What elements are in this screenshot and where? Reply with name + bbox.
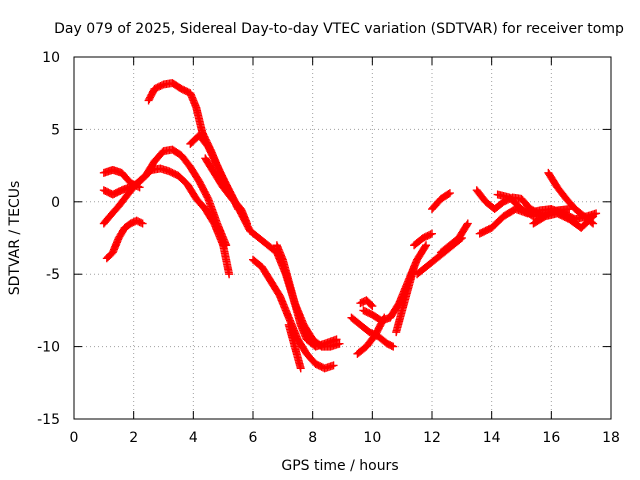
series-arc-u [472, 186, 544, 218]
data-point [589, 212, 598, 221]
data-point [428, 229, 436, 238]
data-point [296, 364, 305, 373]
plot-frame [73, 56, 612, 420]
y-tick-label: -10 [37, 340, 60, 356]
x-tick-label: 18 [602, 430, 620, 446]
series-arc-o [356, 296, 377, 311]
series-arc-z [529, 209, 598, 232]
y-tick-label: 10 [42, 50, 60, 66]
x-tick-label: 8 [308, 430, 317, 446]
x-axis-label: GPS time / hours [281, 458, 398, 474]
series-arc-d [102, 216, 147, 263]
x-tick-label: 16 [542, 430, 560, 446]
data-point [463, 219, 472, 228]
x-tick-label: 12 [423, 430, 441, 446]
x-tick-label: 0 [70, 430, 79, 446]
data-point [332, 335, 341, 344]
data-point [444, 189, 453, 198]
series-arc-j [272, 241, 341, 351]
x-tick-label: 10 [363, 430, 381, 446]
data-point [137, 218, 146, 227]
data-point [225, 270, 234, 279]
data-point [367, 300, 376, 309]
series-arc-g [201, 154, 252, 228]
y-axis-label: SDTVAR / TECUs [7, 181, 23, 296]
series-arc-t [428, 189, 454, 214]
data-point [587, 213, 596, 222]
y-tick-labels: -15 -10 -5 0 5 10 [37, 50, 60, 428]
data-point [368, 302, 377, 311]
series-arc-f [186, 131, 255, 235]
series-arc-c [99, 165, 144, 192]
series-arc-x [544, 168, 598, 228]
x-tick-label: 6 [249, 430, 258, 446]
data-point [387, 341, 396, 350]
data-point [243, 219, 252, 228]
series-arc-l [347, 313, 398, 351]
x-tick-label: 2 [129, 430, 138, 446]
data-point [335, 339, 344, 348]
data-point [389, 342, 398, 351]
x-tick-label: 4 [189, 430, 198, 446]
data-point [426, 230, 435, 239]
data-point [421, 242, 430, 251]
grid-lines [74, 57, 611, 419]
data-point [222, 241, 231, 250]
data-points [99, 79, 601, 373]
y-tick-label: -15 [37, 412, 60, 428]
data-point [135, 183, 144, 192]
y-tick-label: -5 [46, 267, 60, 283]
y-tick-label: 0 [51, 195, 60, 211]
series-arc-i [249, 255, 338, 373]
series-arc-p [392, 262, 419, 337]
chart-title: Day 079 of 2025, Sidereal Day-to-day VTE… [54, 21, 624, 37]
y-tick-label: 5 [51, 122, 60, 138]
data-point [329, 361, 338, 370]
data-point [422, 241, 431, 250]
data-point [134, 182, 143, 191]
data-point [138, 219, 147, 228]
x-tick-label: 14 [483, 430, 501, 446]
data-point [410, 262, 419, 271]
x-tick-labels: 0 2 4 6 8 10 12 14 16 18 [70, 430, 620, 446]
data-point [589, 219, 598, 228]
data-point [445, 189, 454, 198]
series-arc-k [284, 320, 305, 373]
series-arc-s [436, 219, 472, 257]
series-arc-q [410, 229, 436, 250]
data-point [462, 220, 471, 229]
